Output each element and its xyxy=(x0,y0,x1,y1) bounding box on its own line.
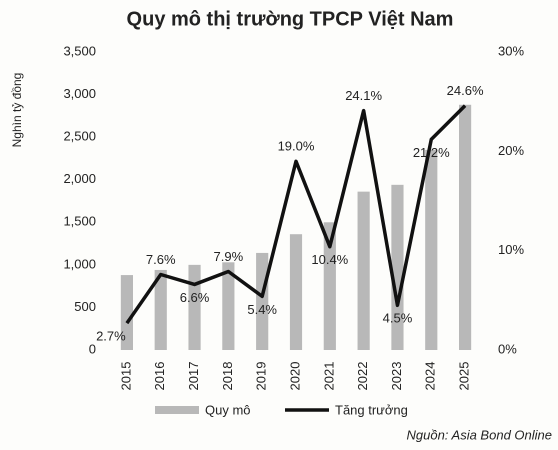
bar xyxy=(459,104,472,350)
line xyxy=(125,104,467,325)
bar xyxy=(391,184,404,350)
x-tick-label: 2020 xyxy=(287,362,302,391)
y2-tick-label: 0% xyxy=(498,341,517,356)
y-axis-label: Nghìn tỷ đồng xyxy=(10,73,24,148)
x-tick-label: 2017 xyxy=(186,362,201,391)
data-label: 6.6% xyxy=(180,290,210,305)
bar xyxy=(323,222,336,350)
y-tick-label: 3,500 xyxy=(63,43,96,58)
bar xyxy=(222,262,235,350)
x-tick-label: 2019 xyxy=(254,362,269,391)
bar xyxy=(425,149,438,350)
data-label: 24.6% xyxy=(447,83,484,98)
x-tick-label: 2018 xyxy=(220,362,235,391)
y2-tick-label: 30% xyxy=(498,43,524,58)
y-tick-label: 1,500 xyxy=(63,214,96,229)
data-label: 10.4% xyxy=(311,252,348,267)
legend-label: Tăng trưởng xyxy=(335,402,408,417)
data-label: 7.9% xyxy=(214,249,244,264)
chart-title: Quy mô thị trường TPCP Việt Nam xyxy=(127,8,454,30)
x-tick-label: 2024 xyxy=(423,362,438,391)
data-label: 2.7% xyxy=(96,329,126,344)
y-tick-label: 1,000 xyxy=(63,256,96,271)
y2-tick-label: 20% xyxy=(498,143,524,158)
x-tick-label: 2015 xyxy=(118,362,133,391)
bar xyxy=(120,275,133,350)
data-label: 7.6% xyxy=(146,252,176,267)
y2-tick-label: 10% xyxy=(498,242,524,257)
y-tick-label: 0 xyxy=(89,341,96,356)
y-tick-label: 2,000 xyxy=(63,171,96,186)
legend-label: Quy mô xyxy=(205,402,251,417)
bar xyxy=(357,191,370,350)
data-label: 19.0% xyxy=(278,139,315,154)
y-tick-label: 3,000 xyxy=(63,86,96,101)
x-tick-label: 2023 xyxy=(389,362,404,391)
bar xyxy=(188,264,201,350)
data-label: 4.5% xyxy=(383,311,413,326)
data-label: 24.1% xyxy=(345,88,382,103)
bar xyxy=(289,234,303,350)
x-tick-label: 2025 xyxy=(457,362,472,391)
x-tick-label: 2016 xyxy=(152,362,167,391)
y-tick-label: 500 xyxy=(74,299,96,314)
x-tick-label: 2021 xyxy=(321,362,336,391)
bar xyxy=(154,269,167,350)
legend-swatch xyxy=(155,406,199,414)
x-tick-label: 2022 xyxy=(355,362,370,391)
data-label: 5.4% xyxy=(247,302,277,317)
y-tick-label: 2,500 xyxy=(63,129,96,144)
data-label: 21.2% xyxy=(413,145,450,160)
source: Nguồn: Asia Bond Online xyxy=(406,427,552,442)
